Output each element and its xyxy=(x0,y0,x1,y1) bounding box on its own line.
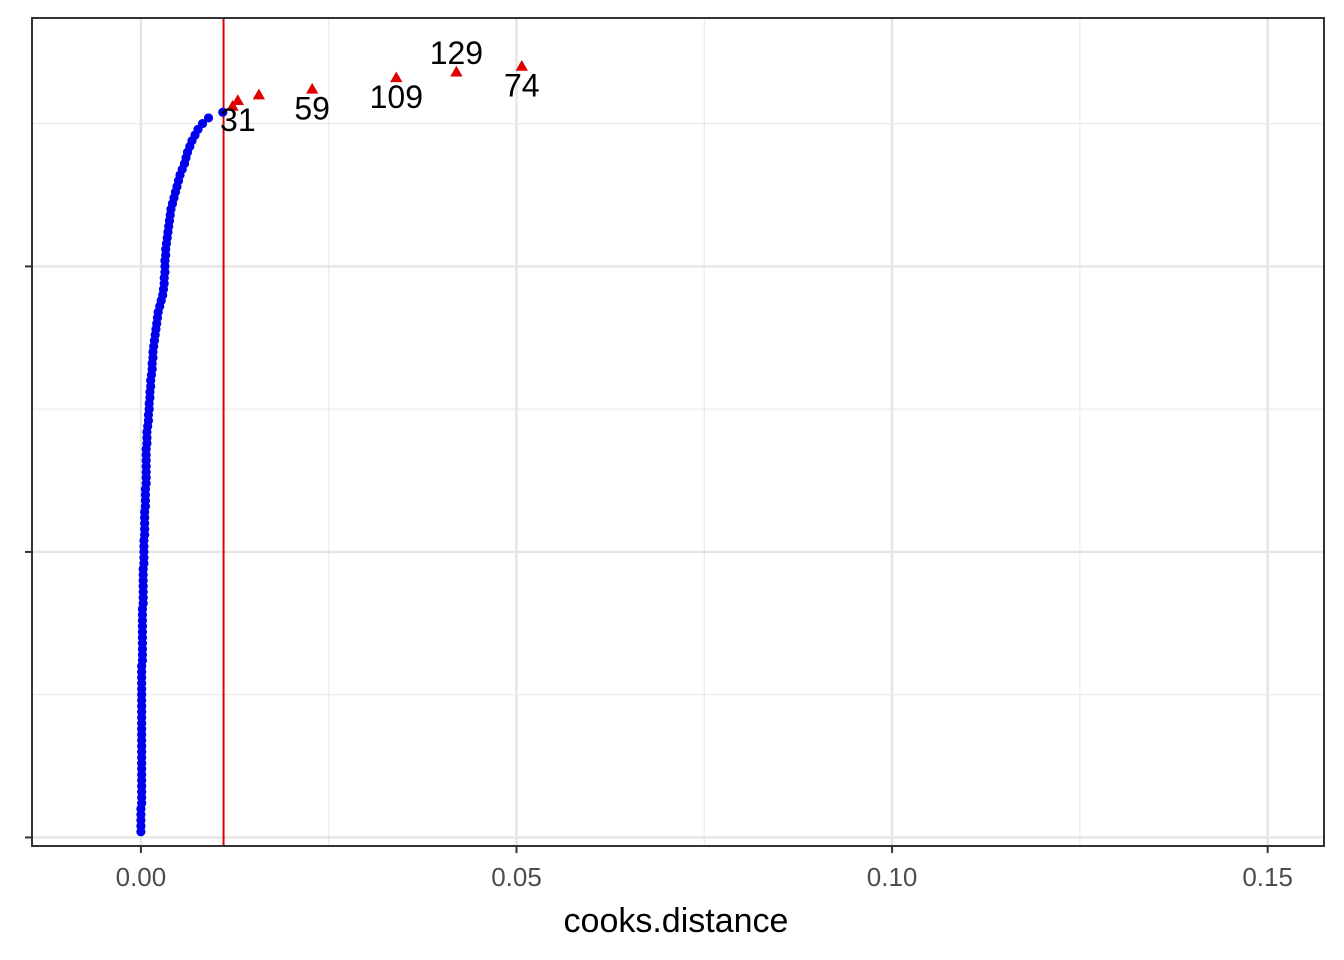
influential-point xyxy=(226,100,239,111)
x-axis: 0.00 0.05 0.10 0.15 xyxy=(25,265,1293,892)
influential-point xyxy=(252,88,266,100)
x-tick-label: 0.05 xyxy=(491,862,542,892)
influential-point xyxy=(515,60,528,71)
point-label: 59 xyxy=(294,90,330,126)
influential-point xyxy=(450,65,463,77)
influential-point xyxy=(231,94,244,106)
plot-border xyxy=(31,17,1325,847)
plot-background xyxy=(32,18,1324,846)
x-tick-label: 0.15 xyxy=(1242,862,1293,892)
point-label: 109 xyxy=(370,79,423,115)
data-point xyxy=(197,119,208,129)
x-tick-label: 0.00 xyxy=(116,862,167,892)
data-point xyxy=(218,107,228,117)
data-point xyxy=(203,113,214,123)
point-label: 74 xyxy=(504,68,540,104)
point-label: 31 xyxy=(220,102,256,138)
x-axis-title: cooks.distance xyxy=(564,902,789,940)
influential-point xyxy=(390,71,403,83)
major-grid xyxy=(32,18,1324,846)
point-label: 129 xyxy=(430,35,483,71)
x-tick-label: 0.10 xyxy=(867,862,918,892)
influential-point xyxy=(306,82,319,94)
minor-grid xyxy=(32,18,1324,846)
points-layer xyxy=(136,60,528,837)
